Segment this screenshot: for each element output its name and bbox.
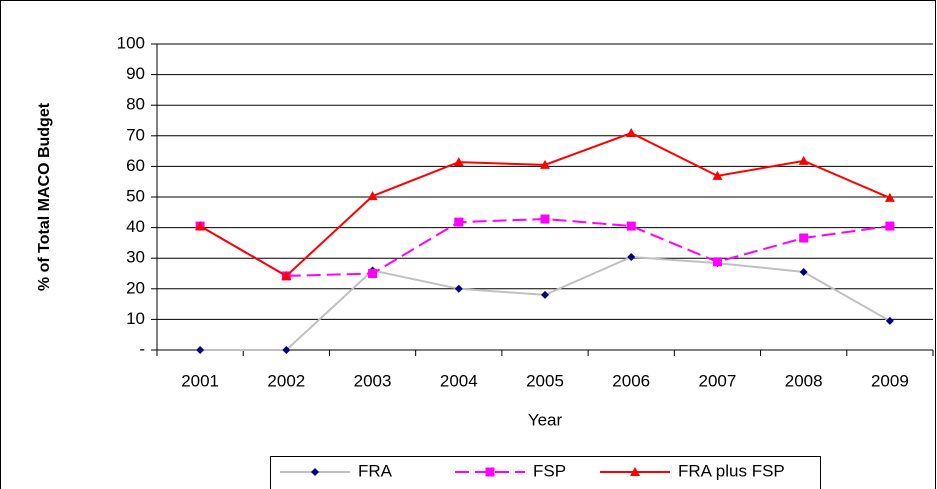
data-point — [627, 252, 636, 261]
legend-label: FSP — [533, 461, 566, 480]
data-point — [367, 191, 378, 201]
data-point — [712, 170, 723, 180]
y-tick-label: - — [139, 339, 145, 358]
data-point — [454, 217, 464, 227]
data-point — [540, 214, 550, 224]
data-point — [540, 159, 550, 169]
y-tick-label: 90 — [126, 64, 145, 83]
data-point — [712, 257, 722, 267]
y-tick-label: 50 — [126, 186, 145, 205]
legend-box — [270, 456, 821, 489]
data-point — [282, 346, 291, 354]
x-tick-label: 2002 — [267, 371, 305, 390]
x-tick-label: 2005 — [526, 371, 564, 390]
data-point — [195, 221, 206, 231]
x-axis-label: Year — [528, 410, 563, 429]
y-tick-label: 70 — [126, 125, 145, 144]
data-point — [626, 221, 636, 231]
series-line — [200, 255, 891, 351]
y-tick-label: 80 — [126, 95, 145, 114]
x-tick-label: 2009 — [871, 371, 909, 390]
y-axis-label: % of Total MACO Budget — [36, 102, 53, 291]
data-point — [630, 467, 640, 476]
data-point — [884, 192, 895, 202]
data-point — [485, 467, 495, 477]
legend-label: FRA plus FSP — [678, 461, 785, 480]
data-point — [368, 269, 378, 278]
data-point — [281, 270, 292, 280]
series-line — [199, 131, 891, 278]
x-tick-label: 2006 — [612, 371, 650, 390]
x-tick-label: 2008 — [785, 371, 823, 390]
x-tick-label: 2001 — [181, 371, 219, 390]
data-point — [799, 233, 809, 243]
x-tick-label: 2003 — [354, 371, 392, 390]
data-point — [885, 221, 895, 231]
x-tick-label: 2004 — [440, 371, 478, 390]
y-tick-label: 40 — [126, 217, 145, 236]
y-tick-label: 10 — [126, 309, 145, 328]
data-point — [799, 267, 808, 276]
legend-label: FRA — [358, 461, 393, 480]
data-point — [453, 157, 464, 167]
data-point — [885, 316, 894, 325]
data-point — [196, 346, 205, 354]
x-tick-label: 2007 — [699, 371, 737, 390]
y-tick-label: 30 — [126, 248, 145, 267]
data-point — [454, 284, 463, 293]
y-tick-label: 100 — [117, 33, 145, 52]
data-point — [626, 128, 637, 138]
y-tick-label: 60 — [126, 156, 145, 175]
y-tick-label: 20 — [126, 278, 145, 297]
data-point — [311, 468, 319, 476]
data-point — [541, 290, 549, 299]
data-point — [798, 155, 809, 165]
